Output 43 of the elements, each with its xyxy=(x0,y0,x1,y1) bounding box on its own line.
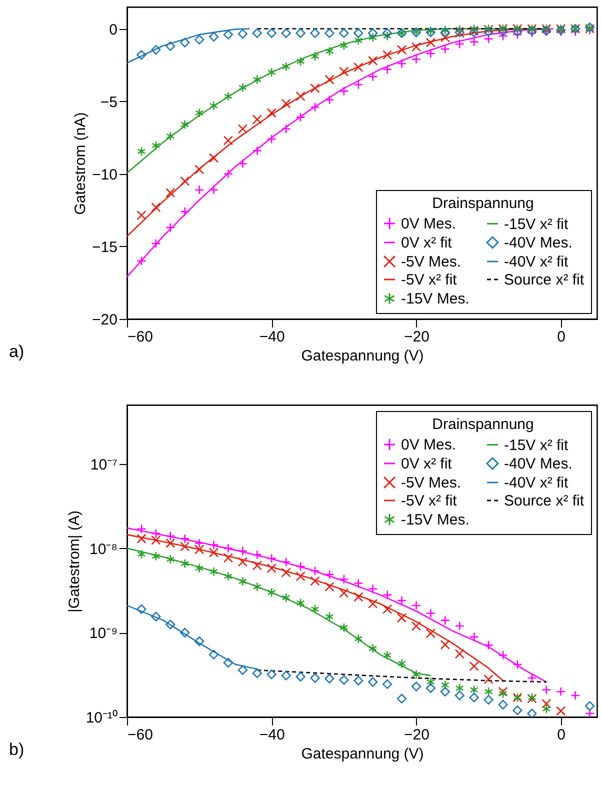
legend-label: -5V x² fit xyxy=(401,492,458,510)
x-tick-label: −60 xyxy=(128,328,153,346)
y-tick-label: 10⁻⁸ xyxy=(89,540,118,558)
legend-label: -15V x² fit xyxy=(504,436,570,454)
x-tick-label: 0 xyxy=(557,726,566,744)
x-tick-label: −40 xyxy=(259,328,285,346)
x-tick-label: −20 xyxy=(404,726,430,744)
y-tick-label: −10 xyxy=(92,166,118,184)
x-tick-label: −40 xyxy=(259,726,285,744)
legend-label: 0V x² fit xyxy=(401,234,453,252)
x-tick-label: 0 xyxy=(557,328,566,346)
x-tick-label: −60 xyxy=(128,726,153,744)
y-tick-label: 10⁻⁷ xyxy=(90,456,118,474)
x-axis-title: Gatespannung (V) xyxy=(301,348,424,364)
legend-label: -15V x² fit xyxy=(504,216,570,233)
legend-label: Source x² fit xyxy=(504,492,585,510)
legend-label: -5V Mes. xyxy=(401,474,462,492)
legend-title: Drainspannung xyxy=(432,416,534,433)
legend-label: -40V x² fit xyxy=(504,254,570,270)
y-tick-label: −20 xyxy=(92,312,118,328)
legend-label: -15V Mes. xyxy=(401,512,470,528)
y-tick-label: 10⁻⁹ xyxy=(89,625,118,642)
y-tick-label: −15 xyxy=(92,238,118,256)
legend-label: 0V Mes. xyxy=(401,436,456,454)
y-tick-label: −5 xyxy=(100,94,118,111)
text: b) xyxy=(9,740,24,759)
x-tick-label: −20 xyxy=(404,328,430,346)
legend-label: -5V Mes. xyxy=(401,254,462,270)
legend-label: -40V Mes. xyxy=(504,234,572,252)
legend-label: Source x² fit xyxy=(504,272,585,288)
legend-label: -5V x² fit xyxy=(401,272,458,288)
legend-label: 0V Mes. xyxy=(401,216,456,233)
legend-label: -40V x² fit xyxy=(504,474,570,492)
text: a) xyxy=(9,342,24,361)
legend-label: 0V x² fit xyxy=(401,456,453,472)
y-axis-title: |Gatestrom| (A) xyxy=(66,510,83,612)
legend-label: -15V Mes. xyxy=(401,290,470,308)
legend-label: -40V Mes. xyxy=(504,456,572,472)
y-tick-label: 10⁻¹⁰ xyxy=(86,710,118,726)
x-axis-title: Gatespannung (V) xyxy=(301,746,424,762)
y-axis-title: Gatestrom (nA) xyxy=(72,112,90,215)
legend-title: Drainspannung xyxy=(432,195,534,212)
y-tick-label: 0 xyxy=(109,21,118,38)
